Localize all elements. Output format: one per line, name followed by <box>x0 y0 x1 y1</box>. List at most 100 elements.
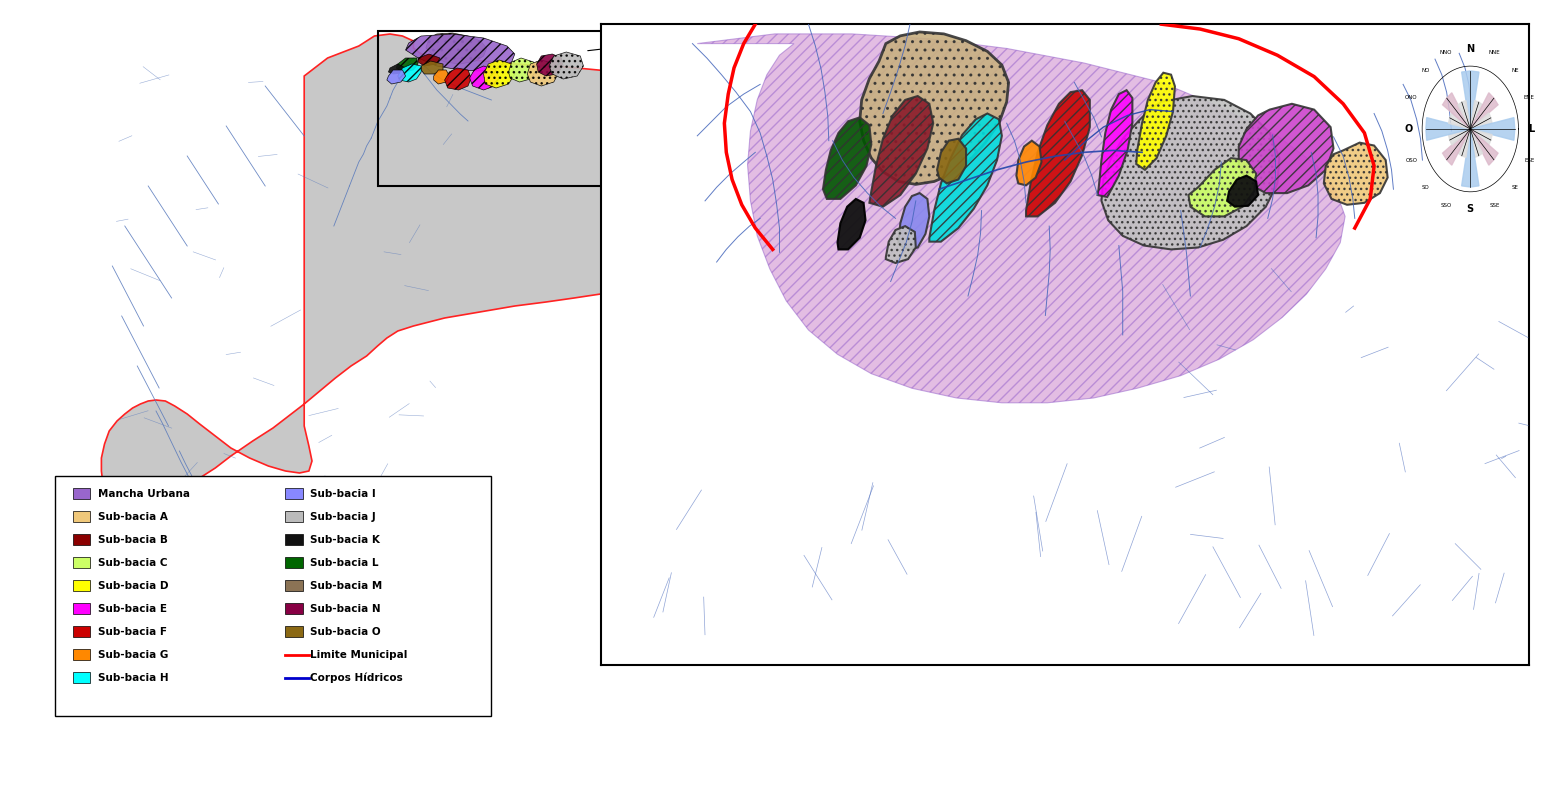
Polygon shape <box>434 70 449 84</box>
Text: NNO: NNO <box>1440 50 1452 55</box>
Text: Sub-bacia G: Sub-bacia G <box>98 650 168 660</box>
Text: Sub-bacia C: Sub-bacia C <box>98 558 168 568</box>
Bar <box>285 580 303 591</box>
Bar <box>73 557 90 568</box>
Polygon shape <box>1026 90 1090 217</box>
Text: Sub-bacia O: Sub-bacia O <box>310 627 381 637</box>
Polygon shape <box>1189 158 1256 217</box>
Polygon shape <box>1136 73 1175 170</box>
Polygon shape <box>1471 118 1515 140</box>
Polygon shape <box>1443 129 1471 165</box>
Text: Sub-bacia K: Sub-bacia K <box>310 535 381 545</box>
Bar <box>73 580 90 591</box>
Polygon shape <box>537 54 563 76</box>
Text: Corpos Hídricos: Corpos Hídricos <box>310 673 402 683</box>
Polygon shape <box>1228 176 1257 206</box>
Polygon shape <box>1101 96 1279 249</box>
Polygon shape <box>527 60 558 86</box>
Text: SE: SE <box>1512 185 1519 190</box>
Polygon shape <box>421 61 443 74</box>
Text: L: L <box>1527 124 1533 134</box>
Polygon shape <box>396 58 418 72</box>
Polygon shape <box>824 118 872 199</box>
Bar <box>378 31 636 186</box>
Text: Sub-bacia L: Sub-bacia L <box>310 558 379 568</box>
Polygon shape <box>426 33 487 64</box>
Text: Sub-bacia D: Sub-bacia D <box>98 581 168 591</box>
Polygon shape <box>101 34 866 516</box>
Text: NNE: NNE <box>1488 50 1501 55</box>
Polygon shape <box>1471 113 1491 129</box>
Text: NE: NE <box>1512 68 1519 73</box>
Text: SSO: SSO <box>1440 203 1451 208</box>
Polygon shape <box>1462 71 1479 129</box>
Polygon shape <box>1471 129 1491 145</box>
Text: O: O <box>1404 124 1413 134</box>
Polygon shape <box>1471 129 1482 157</box>
Bar <box>285 603 303 614</box>
Polygon shape <box>1471 101 1482 129</box>
Polygon shape <box>938 139 966 184</box>
Text: Sub-bacia F: Sub-bacia F <box>98 627 167 637</box>
Text: Sub-bacia I: Sub-bacia I <box>310 489 376 499</box>
Bar <box>285 511 303 522</box>
Text: Rio Vera Cruz: Rio Vera Cruz <box>674 160 774 190</box>
Text: ENE: ENE <box>1524 94 1535 100</box>
Text: N: N <box>1466 44 1474 54</box>
Text: ONO: ONO <box>1406 94 1418 100</box>
Polygon shape <box>886 226 916 263</box>
Polygon shape <box>899 193 930 249</box>
Polygon shape <box>445 68 471 90</box>
Polygon shape <box>1471 129 1498 165</box>
Bar <box>73 488 90 499</box>
Polygon shape <box>1239 104 1334 193</box>
Text: OSO: OSO <box>1406 158 1418 164</box>
Bar <box>285 534 303 545</box>
Bar <box>73 649 90 660</box>
Polygon shape <box>697 34 1345 403</box>
Polygon shape <box>1471 93 1498 129</box>
Text: Sub-bacia M: Sub-bacia M <box>310 581 382 591</box>
Polygon shape <box>509 58 537 82</box>
Polygon shape <box>1017 141 1042 185</box>
Bar <box>285 488 303 499</box>
Text: SSE: SSE <box>1490 203 1499 208</box>
Polygon shape <box>1459 129 1471 157</box>
Polygon shape <box>398 64 421 82</box>
Polygon shape <box>1324 143 1388 205</box>
Polygon shape <box>470 66 499 90</box>
Text: ESE: ESE <box>1524 158 1535 164</box>
Bar <box>73 603 90 614</box>
Polygon shape <box>549 52 583 79</box>
Text: Sub-bacia J: Sub-bacia J <box>310 512 376 522</box>
Text: Sub-bacia E: Sub-bacia E <box>98 604 167 614</box>
Polygon shape <box>406 34 515 71</box>
Text: S: S <box>1466 204 1474 214</box>
Polygon shape <box>1462 129 1479 187</box>
Text: Mancha Urbana: Mancha Urbana <box>98 489 190 499</box>
Polygon shape <box>869 96 933 206</box>
Polygon shape <box>860 32 1009 185</box>
Text: SO: SO <box>1421 185 1429 190</box>
Polygon shape <box>1443 93 1471 129</box>
Polygon shape <box>1459 101 1471 129</box>
Text: Limite Municipal: Limite Municipal <box>310 650 407 660</box>
Bar <box>73 626 90 637</box>
Polygon shape <box>1449 129 1471 145</box>
Text: Sub-bacia H: Sub-bacia H <box>98 673 168 683</box>
Text: Rio Santana: Rio Santana <box>588 31 739 51</box>
Bar <box>285 626 303 637</box>
Polygon shape <box>1426 118 1471 140</box>
Polygon shape <box>1449 113 1471 129</box>
Bar <box>285 557 303 568</box>
Bar <box>73 511 90 522</box>
Polygon shape <box>418 54 440 66</box>
Polygon shape <box>838 199 866 249</box>
Text: Sub-bacia B: Sub-bacia B <box>98 535 168 545</box>
Text: Sub-bacia N: Sub-bacia N <box>310 604 381 614</box>
Polygon shape <box>388 64 406 74</box>
Text: Sub-bacia A: Sub-bacia A <box>98 512 168 522</box>
Text: NO: NO <box>1421 68 1429 73</box>
Bar <box>73 672 90 683</box>
Bar <box>55 476 491 716</box>
